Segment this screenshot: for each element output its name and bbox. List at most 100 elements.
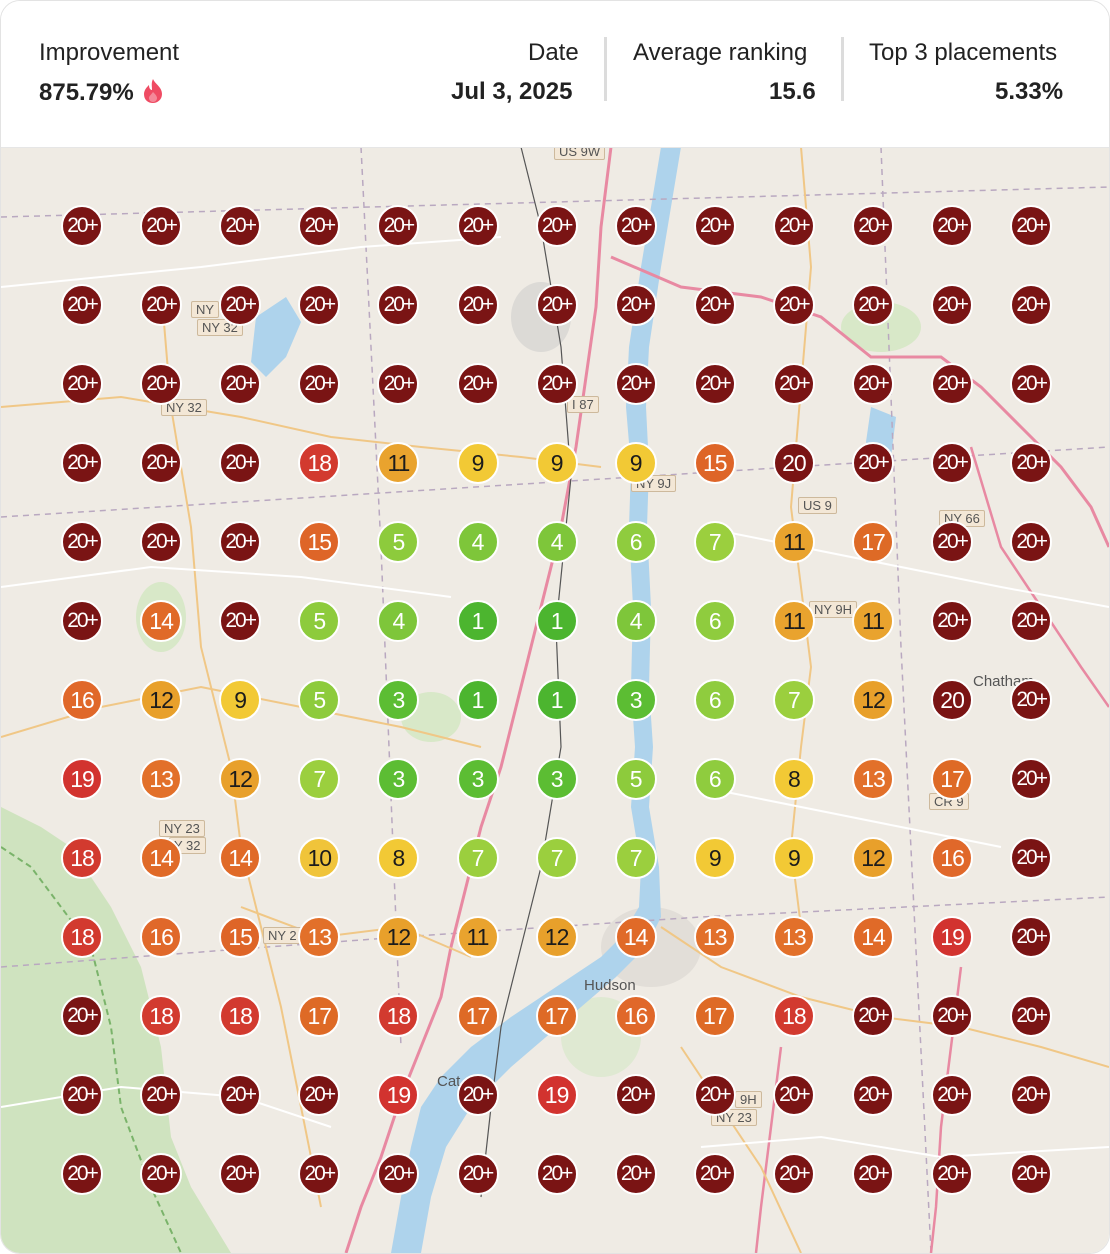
rank-marker[interactable]: 20+ [61, 442, 103, 484]
rank-marker[interactable]: 20+ [219, 205, 262, 247]
rank-marker[interactable]: 20+ [852, 995, 894, 1037]
rank-marker[interactable]: 20+ [61, 284, 103, 326]
rank-marker[interactable]: 7 [772, 679, 815, 721]
rank-marker[interactable]: 4 [377, 600, 420, 642]
rank-marker[interactable]: 20+ [377, 284, 420, 326]
rank-marker[interactable]: 18 [219, 995, 262, 1037]
rank-marker[interactable]: 20+ [456, 363, 499, 405]
rank-marker[interactable]: 20+ [931, 600, 974, 642]
rank-marker[interactable]: 20+ [693, 363, 736, 405]
rank-marker[interactable]: 3 [535, 758, 578, 800]
rank-marker[interactable]: 13 [298, 916, 341, 958]
rank-marker[interactable]: 20+ [614, 205, 657, 247]
rank-marker[interactable]: 12 [140, 679, 183, 721]
rank-marker[interactable]: 6 [693, 679, 736, 721]
rank-marker[interactable]: 20+ [931, 995, 974, 1037]
rank-marker[interactable]: 16 [61, 679, 103, 721]
rank-marker[interactable]: 4 [456, 521, 499, 563]
rank-marker[interactable]: 20+ [931, 205, 974, 247]
rank-marker[interactable]: 20+ [61, 600, 103, 642]
rank-marker[interactable]: 20+ [219, 1153, 262, 1195]
rank-marker[interactable]: 20+ [614, 284, 657, 326]
rank-marker[interactable]: 9 [772, 837, 815, 879]
rank-marker[interactable]: 14 [140, 600, 183, 642]
rank-marker[interactable]: 20+ [140, 363, 183, 405]
rank-marker[interactable]: 20+ [456, 1153, 499, 1195]
rank-marker[interactable]: 20+ [61, 995, 103, 1037]
rank-marker[interactable]: 18 [772, 995, 815, 1037]
rank-marker[interactable]: 7 [693, 521, 736, 563]
rank-marker[interactable]: 20+ [140, 521, 183, 563]
rank-marker[interactable]: 20+ [140, 284, 183, 326]
rank-marker[interactable]: 1 [535, 679, 578, 721]
rank-marker[interactable]: 9 [693, 837, 736, 879]
rank-marker[interactable]: 20+ [693, 1074, 736, 1116]
rank-marker[interactable]: 20+ [219, 284, 262, 326]
rank-marker[interactable]: 20+ [61, 521, 103, 563]
rank-marker[interactable]: 20+ [1010, 916, 1053, 958]
rank-marker[interactable]: 7 [535, 837, 578, 879]
rank-marker[interactable]: 20+ [772, 363, 815, 405]
rank-marker[interactable]: 7 [298, 758, 341, 800]
rank-marker[interactable]: 20+ [140, 205, 183, 247]
rank-marker[interactable]: 20+ [298, 205, 341, 247]
rank-marker[interactable]: 5 [298, 679, 341, 721]
rank-marker[interactable]: 20+ [1010, 837, 1053, 879]
rank-marker[interactable]: 20+ [219, 442, 262, 484]
rank-marker[interactable]: 20+ [298, 284, 341, 326]
rank-marker[interactable]: 13 [852, 758, 894, 800]
rank-marker[interactable]: 1 [535, 600, 578, 642]
rank-marker[interactable]: 5 [298, 600, 341, 642]
rank-marker[interactable]: 20+ [772, 205, 815, 247]
rank-marker[interactable]: 20+ [772, 284, 815, 326]
rank-marker[interactable]: 20+ [693, 205, 736, 247]
rank-marker[interactable]: 20+ [693, 1153, 736, 1195]
rank-marker[interactable]: 4 [535, 521, 578, 563]
rank-marker[interactable]: 3 [377, 679, 420, 721]
rank-marker[interactable]: 16 [614, 995, 657, 1037]
rank-marker[interactable]: 20+ [1010, 600, 1053, 642]
rank-marker[interactable]: 20+ [852, 1074, 894, 1116]
rank-marker[interactable]: 20+ [1010, 205, 1053, 247]
rank-marker[interactable]: 18 [298, 442, 341, 484]
rank-marker[interactable]: 20+ [456, 1074, 499, 1116]
rank-marker[interactable]: 11 [377, 442, 420, 484]
rank-marker[interactable]: 20+ [219, 1074, 262, 1116]
rank-marker[interactable]: 7 [456, 837, 499, 879]
rank-marker[interactable]: 18 [61, 916, 103, 958]
rank-marker[interactable]: 19 [61, 758, 103, 800]
rank-marker[interactable]: 17 [693, 995, 736, 1037]
rank-marker[interactable]: 20+ [931, 521, 974, 563]
rank-marker[interactable]: 20+ [931, 442, 974, 484]
rank-marker[interactable]: 14 [219, 837, 262, 879]
rank-marker[interactable]: 13 [140, 758, 183, 800]
rank-marker[interactable]: 20+ [377, 363, 420, 405]
rank-marker[interactable]: 20+ [1010, 284, 1053, 326]
rank-marker[interactable]: 18 [140, 995, 183, 1037]
rank-marker[interactable]: 20+ [1010, 758, 1053, 800]
rank-marker[interactable]: 11 [456, 916, 499, 958]
rank-marker[interactable]: 20+ [931, 284, 974, 326]
rank-marker[interactable]: 9 [219, 679, 262, 721]
rank-marker[interactable]: 20+ [535, 363, 578, 405]
rank-marker[interactable]: 20 [931, 679, 974, 721]
rank-marker[interactable]: 10 [298, 837, 341, 879]
rank-marker[interactable]: 11 [772, 600, 815, 642]
rank-marker[interactable]: 20+ [852, 284, 894, 326]
rank-marker[interactable]: 4 [614, 600, 657, 642]
rank-marker[interactable]: 19 [377, 1074, 420, 1116]
rank-marker[interactable]: 12 [852, 837, 894, 879]
rank-marker[interactable]: 17 [535, 995, 578, 1037]
rank-marker[interactable]: 20+ [1010, 363, 1053, 405]
rank-marker[interactable]: 12 [535, 916, 578, 958]
map-area[interactable]: US 9W NY NY 32 NY 32 I 87 NY 9J US 9 NY … [1, 147, 1109, 1253]
rank-marker[interactable]: 9 [456, 442, 499, 484]
rank-marker[interactable]: 12 [852, 679, 894, 721]
rank-marker[interactable]: 20+ [298, 363, 341, 405]
rank-marker[interactable]: 17 [456, 995, 499, 1037]
rank-marker[interactable]: 20+ [931, 363, 974, 405]
rank-marker[interactable]: 7 [614, 837, 657, 879]
rank-marker[interactable]: 15 [693, 442, 736, 484]
rank-marker[interactable]: 20+ [693, 284, 736, 326]
rank-marker[interactable]: 20+ [377, 205, 420, 247]
